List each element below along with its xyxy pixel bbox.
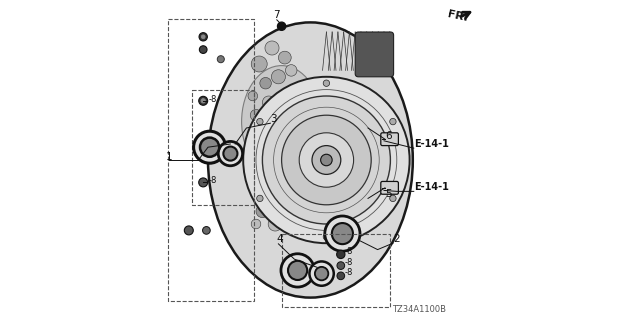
Circle shape <box>250 135 262 147</box>
Text: -8: -8 <box>345 247 353 256</box>
Circle shape <box>202 227 210 234</box>
Circle shape <box>251 56 268 72</box>
Text: 4: 4 <box>277 234 284 244</box>
Circle shape <box>323 234 330 240</box>
Circle shape <box>262 96 390 224</box>
Text: 6: 6 <box>385 131 392 141</box>
Circle shape <box>278 51 291 64</box>
Circle shape <box>296 219 306 229</box>
Ellipse shape <box>242 66 322 178</box>
Circle shape <box>256 154 269 166</box>
Circle shape <box>248 91 258 101</box>
Circle shape <box>257 118 263 125</box>
FancyBboxPatch shape <box>381 133 398 146</box>
Circle shape <box>294 108 308 122</box>
Text: 1: 1 <box>166 152 172 162</box>
Circle shape <box>312 146 340 174</box>
Circle shape <box>256 205 269 218</box>
Text: 7: 7 <box>274 10 280 20</box>
Text: -8: -8 <box>345 258 353 267</box>
Text: E-14-1: E-14-1 <box>415 182 449 192</box>
Text: -8: -8 <box>209 176 217 185</box>
Circle shape <box>337 262 344 269</box>
Circle shape <box>321 154 332 166</box>
Circle shape <box>262 121 276 135</box>
Circle shape <box>193 131 226 163</box>
Circle shape <box>315 267 328 280</box>
Text: E-14-1: E-14-1 <box>415 139 449 149</box>
Circle shape <box>223 147 237 161</box>
Circle shape <box>390 195 396 202</box>
Circle shape <box>282 154 294 166</box>
Circle shape <box>262 96 275 109</box>
Text: TZ34A1100B: TZ34A1100B <box>392 305 446 314</box>
Text: FR.: FR. <box>447 9 468 23</box>
Circle shape <box>265 41 279 55</box>
Ellipse shape <box>208 22 413 298</box>
Circle shape <box>268 166 282 180</box>
FancyBboxPatch shape <box>355 32 394 77</box>
Circle shape <box>390 118 396 125</box>
Circle shape <box>310 261 334 286</box>
Bar <box>192 90 254 205</box>
Circle shape <box>257 195 263 202</box>
Circle shape <box>262 185 276 199</box>
Circle shape <box>218 56 225 63</box>
Circle shape <box>282 128 294 141</box>
Text: 2: 2 <box>394 234 400 244</box>
Bar <box>282 234 390 307</box>
Circle shape <box>243 77 410 243</box>
Circle shape <box>250 173 262 185</box>
Circle shape <box>200 138 219 157</box>
Circle shape <box>251 219 261 229</box>
Circle shape <box>323 80 330 86</box>
Circle shape <box>201 99 205 103</box>
Circle shape <box>250 109 262 121</box>
Circle shape <box>300 133 353 187</box>
Circle shape <box>324 216 360 251</box>
Circle shape <box>285 65 297 76</box>
Circle shape <box>201 35 205 39</box>
Circle shape <box>271 70 285 84</box>
Circle shape <box>268 217 282 231</box>
Circle shape <box>288 261 307 280</box>
Circle shape <box>277 104 287 114</box>
Circle shape <box>278 22 286 30</box>
Text: 5: 5 <box>385 189 392 199</box>
Circle shape <box>198 178 207 187</box>
Circle shape <box>337 250 345 259</box>
Text: -8: -8 <box>209 95 217 104</box>
Circle shape <box>295 193 307 204</box>
Circle shape <box>270 142 280 152</box>
Circle shape <box>288 173 301 186</box>
Circle shape <box>199 33 207 41</box>
Circle shape <box>277 181 287 190</box>
Circle shape <box>260 77 271 89</box>
Text: 3: 3 <box>270 114 277 124</box>
Circle shape <box>289 90 300 102</box>
Circle shape <box>332 223 353 244</box>
Text: -8: -8 <box>345 268 353 277</box>
Circle shape <box>184 226 193 235</box>
Circle shape <box>337 272 344 280</box>
Circle shape <box>282 115 371 205</box>
Circle shape <box>281 254 314 287</box>
Circle shape <box>218 141 243 166</box>
Circle shape <box>198 96 207 105</box>
Circle shape <box>282 205 294 217</box>
Circle shape <box>200 46 207 53</box>
Bar <box>168 19 254 301</box>
Circle shape <box>296 142 306 152</box>
FancyBboxPatch shape <box>381 181 398 194</box>
